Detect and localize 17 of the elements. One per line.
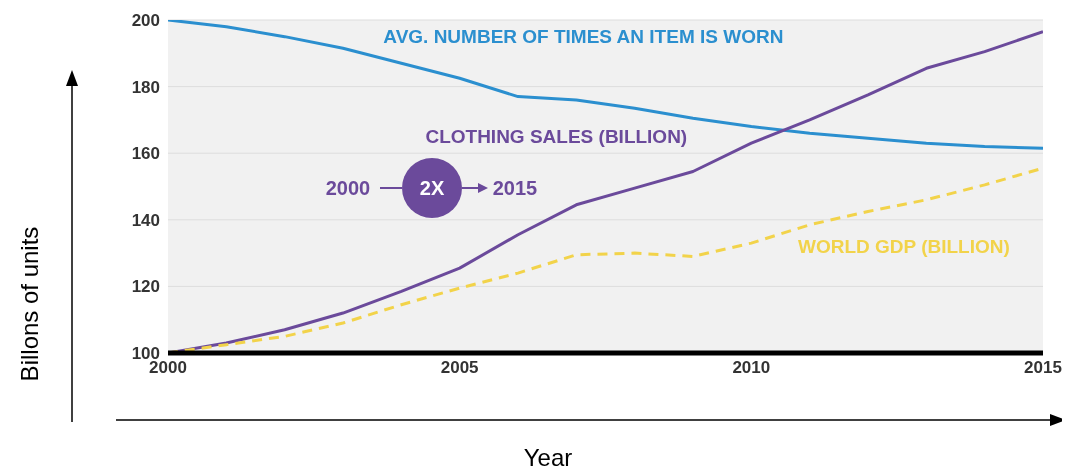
y-tick-label: 200 — [131, 11, 160, 31]
series-label: CLOTHING SALES (BILLION) — [425, 125, 688, 147]
x-tick-label: 2005 — [440, 358, 479, 378]
x-axis-title: Year — [523, 444, 573, 471]
y-tick-label: 160 — [131, 144, 160, 164]
series-label: AVG. NUMBER OF TIMES AN ITEM IS WORN — [383, 26, 784, 48]
y-tick-label: 120 — [131, 277, 160, 297]
x-tick-label: 2015 — [1024, 358, 1062, 378]
line-series — [168, 20, 1043, 150]
x-tick-label: 2010 — [732, 358, 771, 378]
annotation: 2X — [419, 177, 445, 199]
y-tick-label: 140 — [131, 210, 160, 230]
y-axis-title: Billons of units — [16, 226, 43, 382]
annotation: 2000 — [325, 177, 371, 199]
y-tick-label: 180 — [131, 77, 160, 97]
series-label: WORLD GDP (BILLION) — [798, 236, 1010, 258]
annotation: 2015 — [492, 177, 538, 199]
